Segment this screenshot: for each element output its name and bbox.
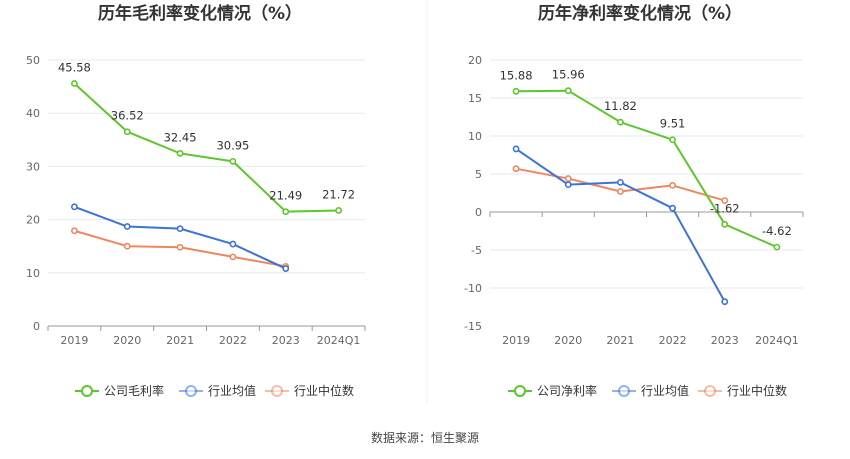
chart-title: 历年毛利率变化情况（%） — [98, 3, 302, 24]
legend-label: 行业中位数 — [727, 383, 787, 398]
legend-swatch-marker — [81, 385, 93, 397]
data-label: 21.49 — [269, 189, 302, 203]
data-point-average — [176, 225, 184, 233]
y-tick-label: 0 — [33, 320, 40, 333]
source-note: 数据来源：恒生聚源 — [371, 430, 479, 445]
data-label: 15.88 — [500, 68, 533, 82]
data-label: 11.82 — [604, 99, 637, 113]
x-tick-label: 2023 — [272, 334, 300, 347]
data-point-average — [721, 298, 729, 306]
y-tick-label: 10 — [26, 267, 40, 280]
y-tick-label: 40 — [26, 107, 40, 120]
data-point-company — [335, 207, 342, 214]
legend-label: 公司毛利率 — [104, 383, 164, 398]
data-point-average — [617, 178, 624, 186]
x-tick-label: 2024Q1 — [755, 334, 799, 347]
x-tick-label: 2019 — [502, 334, 530, 347]
x-tick-label: 2022 — [219, 334, 247, 347]
legend-item-average: 行业均值 — [612, 383, 689, 398]
legend-swatch-marker — [704, 385, 716, 397]
legend-label: 行业中位数 — [294, 383, 354, 398]
series-line-average — [74, 205, 287, 270]
legend-label: 行业均值 — [208, 383, 256, 398]
data-point-average — [564, 181, 572, 189]
y-tick-label: 30 — [26, 160, 40, 173]
data-point-median — [617, 188, 624, 195]
data-point-average — [512, 145, 520, 153]
data-point-company — [229, 157, 237, 165]
y-tick-label: -15 — [464, 320, 482, 333]
legend-swatch-marker — [618, 385, 630, 397]
data-point-median — [669, 181, 676, 189]
data-point-company — [71, 80, 78, 87]
data-point-median — [71, 227, 78, 235]
data-point-company — [669, 136, 676, 144]
y-tick-label: 10 — [468, 130, 482, 143]
y-tick-label: 20 — [26, 214, 40, 227]
data-label: 9.51 — [660, 117, 686, 131]
legend-label: 公司净利率 — [537, 383, 597, 398]
x-tick-label: 2024Q1 — [317, 334, 361, 347]
data-point-median — [564, 175, 572, 182]
data-label: -4.62 — [762, 224, 792, 238]
data-label: 32.45 — [164, 130, 197, 144]
data-point-company — [617, 118, 624, 126]
data-point-company — [176, 149, 184, 157]
legend-swatch-marker — [514, 385, 526, 397]
data-point-median — [721, 197, 729, 204]
data-point-median — [176, 243, 184, 251]
net-margin-panel: 历年净利率变化情况（%） -15 -10 -5 0 5 10 15 20 2019 2020 2021… — [464, 3, 804, 398]
legend-item-company: 公司毛利率 — [75, 383, 164, 398]
x-tick-label: 2020 — [113, 334, 141, 347]
data-point-median — [512, 165, 520, 173]
x-tick-label: 2021 — [166, 334, 194, 347]
legend-swatch-marker — [271, 385, 283, 397]
series-line-company — [516, 89, 778, 249]
gross-margin-panel: 历年毛利率变化情况（%） 0 10 20 30 40 50 2019 2020 2021 2022 2… — [26, 3, 366, 398]
data-point-company — [564, 87, 572, 95]
data-label: 36.52 — [111, 109, 144, 123]
data-point-median — [123, 242, 131, 250]
y-tick-label: 5 — [475, 168, 482, 181]
data-point-median — [229, 253, 237, 261]
series-line-company — [73, 82, 339, 213]
y-tick-label: -10 — [464, 282, 482, 295]
data-point-company — [123, 128, 131, 136]
y-tick-label: 0 — [475, 206, 482, 219]
x-tick-label: 2021 — [606, 334, 634, 347]
legend-item-median: 行业中位数 — [698, 383, 787, 398]
data-label: 21.72 — [322, 187, 355, 201]
data-label: 45.58 — [58, 61, 91, 75]
x-tick-label: 2022 — [659, 334, 687, 347]
y-tick-label: 50 — [26, 54, 40, 67]
data-label: -1.62 — [710, 201, 740, 215]
y-tick-label: 20 — [468, 54, 482, 67]
data-point-average — [669, 204, 676, 212]
y-tick-label: -5 — [471, 244, 482, 257]
data-point-company — [773, 243, 781, 251]
data-point-company — [512, 87, 520, 95]
data-point-average — [71, 203, 78, 211]
data-point-company — [721, 220, 729, 228]
data-label: 15.96 — [552, 68, 585, 82]
legend-swatch-marker — [185, 385, 197, 397]
data-point-average — [229, 240, 237, 248]
legend-item-median: 行业中位数 — [265, 383, 354, 398]
data-point-average — [282, 265, 290, 272]
data-point-average — [123, 223, 131, 230]
x-tick-label: 2020 — [554, 334, 582, 347]
data-point-company — [282, 208, 290, 216]
x-tick-label: 2019 — [60, 334, 88, 347]
legend-item-average: 行业均值 — [179, 383, 256, 398]
legend-item-company: 公司净利率 — [508, 383, 597, 398]
y-tick-label: 15 — [468, 92, 482, 105]
chart-title: 历年净利率变化情况（%） — [538, 3, 742, 24]
legend-label: 行业均值 — [641, 383, 689, 398]
x-tick-label: 2023 — [711, 334, 739, 347]
data-label: 30.95 — [216, 138, 249, 152]
